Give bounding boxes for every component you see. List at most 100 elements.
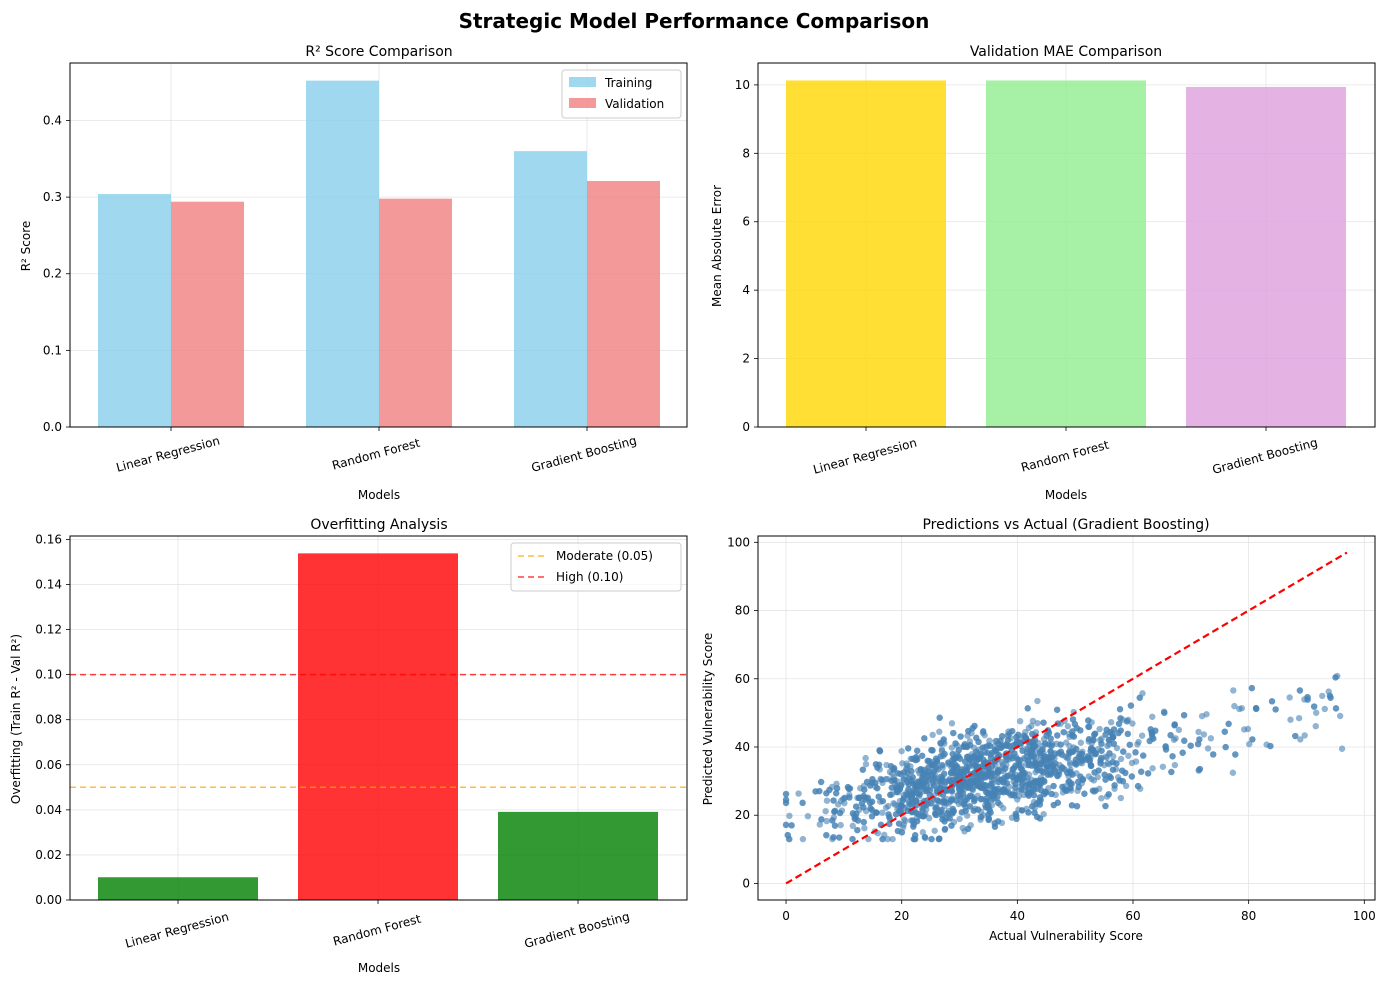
scatter-chart-title: Predictions vs Actual (Gradient Boosting… — [922, 517, 1209, 533]
scatter-point — [1096, 725, 1103, 733]
legend-label: High (0.10) — [556, 570, 623, 584]
scatter-point — [929, 761, 936, 769]
scatter-point — [873, 809, 880, 816]
y-tick-label: 40 — [735, 740, 750, 754]
scatter-point — [938, 775, 946, 782]
scatter-point — [917, 783, 924, 791]
scatter-point — [1091, 730, 1099, 737]
scatter-point — [1042, 788, 1049, 795]
scatter-point — [1053, 706, 1061, 713]
scatter-point — [1073, 724, 1081, 732]
scatter-point — [897, 808, 905, 815]
scatter-point — [985, 769, 993, 777]
y-tick-label: 0.4 — [43, 113, 62, 127]
overfitting-chart-title: Overfitting Analysis — [310, 517, 447, 533]
scatter-point — [1169, 753, 1176, 760]
r2-score-chart: R² Score Comparison Models R² Score 0.0 0… — [19, 44, 688, 502]
scatter-point — [830, 834, 837, 841]
scatter-point — [957, 733, 964, 740]
scatter-point — [1140, 752, 1147, 759]
scatter-point — [1038, 747, 1046, 754]
scatter-point — [1085, 723, 1092, 730]
y-tick-label: 6 — [742, 215, 750, 229]
scatter-point — [1029, 740, 1037, 747]
scatter-point — [1162, 746, 1170, 753]
scatter-point — [849, 822, 856, 830]
scatter-point — [936, 728, 943, 735]
scatter-point — [1336, 712, 1344, 720]
scatter-point — [939, 816, 946, 823]
scatter-point — [1232, 751, 1239, 758]
y-tick-label: 10 — [735, 78, 750, 92]
scatter-point — [854, 826, 861, 834]
y-tick-label: 4 — [742, 283, 750, 297]
scatter-point — [1149, 713, 1156, 720]
scatter-point — [977, 781, 984, 788]
scatter-point — [872, 779, 879, 787]
scatter-point — [1122, 782, 1130, 790]
scatter-point — [1098, 795, 1105, 802]
y-tick-label: 0.2 — [43, 267, 62, 281]
y-tick-label: 0.02 — [35, 848, 62, 862]
scatter-point — [788, 822, 795, 829]
scatter-point — [1000, 805, 1007, 812]
scatter-point — [1268, 698, 1276, 705]
scatter-point — [1025, 771, 1033, 778]
scatter-point — [953, 764, 961, 771]
scatter-point — [995, 778, 1002, 786]
scatter-point — [914, 747, 921, 754]
scatter-point — [1252, 704, 1260, 712]
perfect-prediction-line — [785, 551, 1348, 885]
scatter-point — [1072, 756, 1080, 763]
scatter-point — [952, 797, 960, 804]
scatter-point — [1059, 783, 1066, 791]
scatter-point — [971, 795, 978, 803]
scatter-point — [928, 835, 935, 843]
y-tick-label: 0.10 — [35, 668, 62, 682]
mae-chart-ylabel: Mean Absolute Error — [710, 185, 724, 307]
scatter-point — [1064, 723, 1072, 730]
scatter-point — [991, 786, 999, 793]
scatter-point — [1222, 743, 1229, 751]
scatter-point — [980, 728, 987, 735]
scatter-point — [1312, 709, 1320, 716]
scatter-point — [1171, 761, 1179, 769]
scatter-point — [1125, 752, 1132, 760]
scatter-point — [1045, 729, 1053, 737]
scatter-point — [1296, 687, 1304, 694]
scatter-point — [795, 790, 802, 797]
scatter-point — [932, 805, 939, 812]
scatter-point — [1075, 778, 1082, 786]
y-tick-label: 0 — [742, 876, 750, 890]
scatter-point — [1025, 758, 1032, 765]
scatter-point — [969, 759, 976, 767]
scatter-point — [1272, 706, 1279, 713]
scatter-point — [833, 790, 840, 797]
scatter-point — [786, 835, 793, 843]
scatter-point — [1109, 733, 1117, 741]
scatter-point — [1124, 730, 1132, 738]
scatter-point — [1179, 749, 1186, 756]
scatter-point — [964, 794, 971, 801]
scatter-point — [831, 822, 839, 829]
overfitting-chart-legend: Moderate (0.05) High (0.10) — [510, 542, 682, 592]
y-tick-label: 0.00 — [35, 893, 62, 907]
scatter-point — [1064, 769, 1071, 777]
scatter-point — [977, 813, 985, 821]
scatter-point — [914, 778, 921, 785]
scatter-point — [1037, 796, 1044, 804]
scatter-point — [1025, 809, 1032, 816]
scatter-point — [1194, 740, 1202, 748]
scatter-point — [1105, 791, 1112, 798]
scatter-point — [995, 766, 1002, 774]
scatter-point — [1063, 787, 1070, 795]
scatter-point — [823, 831, 830, 839]
scatter-point — [950, 729, 957, 737]
r2-chart-title: R² Score Comparison — [305, 44, 452, 60]
scatter-point — [1013, 815, 1020, 823]
scatter-point — [1204, 745, 1212, 752]
scatter-point — [973, 748, 980, 755]
overfitting-chart: Overfitting Analysis Models Overfitting … — [9, 517, 688, 975]
scatter-point — [1109, 766, 1117, 773]
scatter-point — [987, 754, 995, 762]
